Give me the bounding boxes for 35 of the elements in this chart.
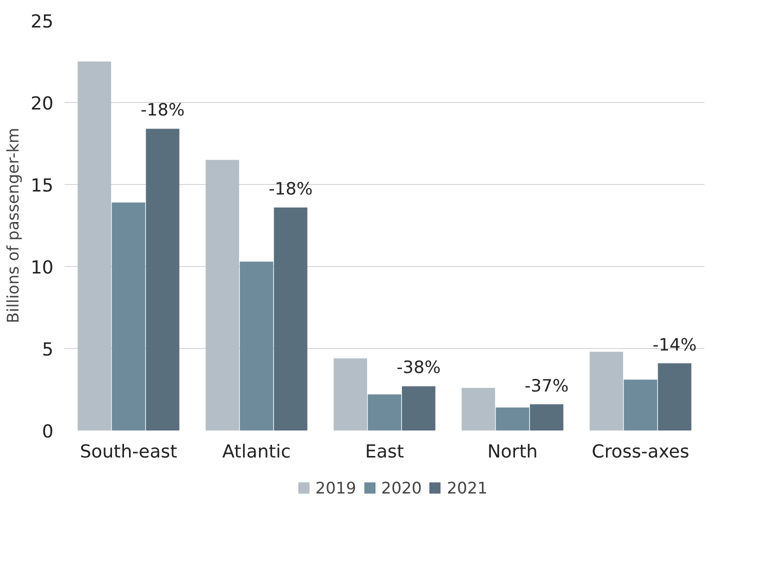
bar <box>334 358 368 430</box>
bar <box>462 388 496 430</box>
x-tick-label: Cross-axes <box>592 442 690 462</box>
y-tick-label: 5 <box>42 340 54 360</box>
legend-label: 2021 <box>446 478 488 497</box>
bar <box>274 207 308 430</box>
bar <box>146 128 180 430</box>
y-tick-label: 15 <box>30 176 54 196</box>
y-tick-label: 0 <box>42 422 54 442</box>
bar <box>78 62 112 430</box>
bar <box>368 394 402 430</box>
bar <box>658 363 692 430</box>
y-tick-label: 10 <box>30 258 54 278</box>
x-tick-label: Atlantic <box>222 442 291 462</box>
annotation: -37% <box>524 376 569 396</box>
annotation: -14% <box>652 335 697 356</box>
x-tick-label: South-east <box>80 442 178 462</box>
x-tick-label: East <box>365 442 404 462</box>
annotation: -18% <box>140 100 185 121</box>
annotation: -38% <box>396 358 441 378</box>
bar <box>496 408 530 430</box>
bar <box>590 352 624 430</box>
bar <box>112 202 146 430</box>
annotation: -18% <box>268 179 313 200</box>
legend-label: 2020 <box>381 478 422 497</box>
bar <box>402 386 436 430</box>
y-tick-label: 25 <box>30 12 54 32</box>
bar <box>206 160 240 430</box>
bar <box>240 262 274 430</box>
bar <box>624 380 658 430</box>
y-axis-title: Billions of passenger-km <box>4 128 23 324</box>
y-tick-label: 20 <box>30 94 54 114</box>
x-tick-label: North <box>487 442 538 462</box>
bar <box>530 404 564 430</box>
legend-label: 2019 <box>315 478 356 497</box>
